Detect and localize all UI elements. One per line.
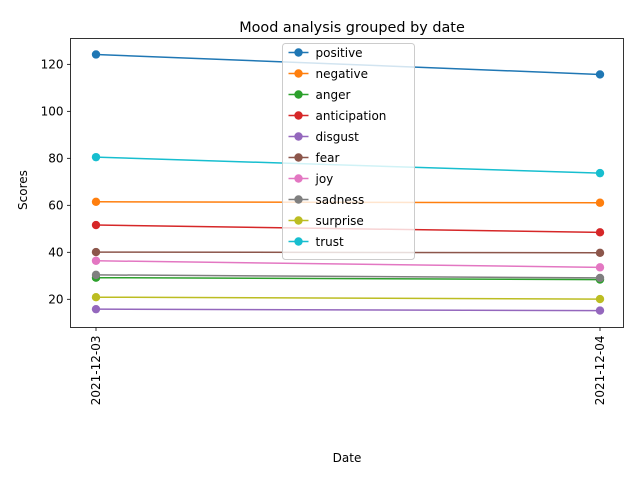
legend-label: surprise bbox=[316, 214, 364, 228]
series-disgust bbox=[91, 304, 605, 315]
data-point-surprise-2021-12-03 bbox=[91, 292, 101, 302]
y-tick-label: 60 bbox=[48, 198, 63, 212]
legend-box bbox=[282, 43, 415, 260]
legend: positive negative anger anticipation disgust… bbox=[282, 43, 415, 260]
y-axis-label: Scores bbox=[16, 170, 30, 210]
series-line-disgust bbox=[95, 308, 601, 312]
legend-marker bbox=[294, 69, 303, 78]
legend-marker bbox=[294, 195, 303, 204]
legend-item-trust: trust bbox=[288, 235, 344, 249]
series-line-sadness bbox=[95, 274, 601, 279]
legend-label: sadness bbox=[316, 193, 365, 207]
data-point-disgust-2021-12-04 bbox=[595, 306, 605, 315]
legend-label: fear bbox=[316, 151, 340, 165]
plot-area-frame bbox=[70, 38, 624, 328]
data-point-sadness-2021-12-04 bbox=[595, 273, 605, 283]
series-line-joy bbox=[95, 260, 601, 269]
data-point-anticipation-2021-12-04 bbox=[595, 228, 605, 237]
legend-item-joy: joy bbox=[288, 172, 334, 186]
y-tick-label: 80 bbox=[48, 151, 63, 165]
data-point-fear-2021-12-03 bbox=[91, 247, 101, 257]
data-point-positive-2021-12-03 bbox=[91, 50, 101, 59]
legend-marker bbox=[294, 237, 303, 246]
data-point-joy-2021-12-04 bbox=[595, 263, 605, 272]
legend-item-anger: anger bbox=[288, 88, 351, 102]
legend-label: anticipation bbox=[316, 109, 387, 123]
legend-item-positive: positive bbox=[288, 46, 363, 60]
series-joy bbox=[91, 256, 605, 272]
legend-marker bbox=[294, 174, 303, 183]
legend-item-fear: fear bbox=[288, 151, 340, 165]
legend-label: anger bbox=[316, 88, 351, 102]
legend-item-negative: negative bbox=[288, 67, 368, 81]
data-point-disgust-2021-12-03 bbox=[91, 304, 101, 314]
legend-marker bbox=[294, 111, 303, 120]
legend-label: joy bbox=[315, 172, 334, 186]
series-line-anger bbox=[95, 276, 601, 281]
chart-title: Mood analysis grouped by date bbox=[239, 20, 465, 36]
legend-item-surprise: surprise bbox=[288, 214, 364, 228]
x-tick-label: 2021-12-04 bbox=[593, 336, 607, 406]
legend-item-anticipation: anticipation bbox=[288, 109, 387, 123]
data-point-positive-2021-12-04 bbox=[595, 70, 605, 79]
y-tick-label: 40 bbox=[48, 245, 63, 259]
data-point-joy-2021-12-03 bbox=[91, 256, 101, 265]
legend-item-disgust: disgust bbox=[288, 130, 360, 144]
legend-marker bbox=[294, 90, 303, 99]
data-point-trust-2021-12-03 bbox=[91, 152, 101, 162]
legend-label: trust bbox=[316, 235, 344, 249]
data-point-anticipation-2021-12-03 bbox=[91, 220, 101, 230]
legend-marker bbox=[294, 48, 303, 57]
x-tick-label: 2021-12-03 bbox=[89, 336, 103, 406]
legend-label: disgust bbox=[316, 130, 360, 144]
legend-marker bbox=[294, 132, 303, 141]
y-tick-label: 20 bbox=[48, 292, 63, 306]
legend-marker bbox=[294, 216, 303, 225]
data-point-fear-2021-12-04 bbox=[595, 248, 605, 257]
data-point-surprise-2021-12-04 bbox=[595, 294, 605, 304]
legend-label: negative bbox=[316, 67, 368, 81]
y-tick-label: 100 bbox=[41, 104, 64, 118]
y-tick-label: 120 bbox=[41, 57, 64, 71]
data-point-trust-2021-12-04 bbox=[595, 168, 605, 178]
series-sadness bbox=[91, 270, 605, 283]
series-surprise bbox=[91, 292, 605, 304]
legend-item-sadness: sadness bbox=[288, 193, 365, 207]
data-point-negative-2021-12-04 bbox=[595, 198, 605, 207]
legend-marker bbox=[294, 153, 303, 162]
x-axis-label: Date bbox=[333, 451, 362, 465]
series-line-surprise bbox=[95, 296, 601, 300]
data-point-sadness-2021-12-03 bbox=[91, 270, 101, 280]
legend-label: positive bbox=[316, 46, 363, 60]
data-point-negative-2021-12-03 bbox=[91, 197, 101, 206]
